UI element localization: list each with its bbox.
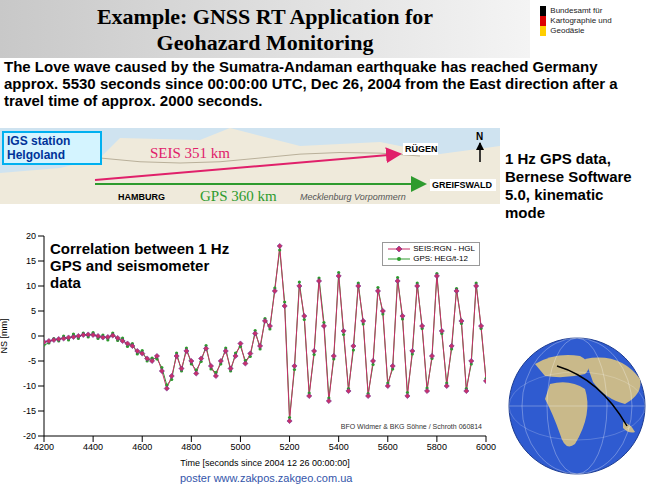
svg-text:-20: -20 [23, 431, 36, 441]
svg-text:-10: -10 [23, 381, 36, 391]
svg-text:NS [mm]: NS [mm] [0, 319, 9, 354]
html-text:Bundesamt für Kartographie und: Bundesamt für Kartographie und Geodäsie [550, 6, 612, 35]
html-text:The Love wave caused by the Su: The Love wave caused by the Sumatra-Anda… [4, 58, 618, 109]
svg-text:4600: 4600 [132, 442, 152, 452]
svg-text:SEIS 351 km: SEIS 351 km [150, 145, 230, 161]
svg-text:5400: 5400 [329, 442, 349, 452]
svg-text:10: 10 [26, 281, 36, 291]
svg-text:Time [seconds since 2004 12 26: Time [seconds since 2004 12 26 00:00:00] [180, 458, 349, 468]
html-text:GPS: HEG/t-12: GPS: HEG/t-12 [413, 254, 468, 264]
svg-text:Mecklenburg Vorpommern: Mecklenburg Vorpommern [300, 192, 406, 202]
html-text:1 Hz GPS data, Bernese Softwar: 1 Hz GPS data, Bernese Software 5.0, kin… [505, 150, 632, 221]
svg-text:RÜGEN: RÜGEN [405, 144, 438, 154]
html-text:Example: GNSS RT Application f: Example: GNSS RT Application for Geohaza… [96, 4, 434, 55]
svg-text:5800: 5800 [427, 442, 447, 452]
svg-text:GREIFSWALD: GREIFSWALD [432, 180, 492, 190]
svg-text:15: 15 [26, 256, 36, 266]
svg-text:4800: 4800 [181, 442, 201, 452]
svg-text:0: 0 [31, 331, 36, 341]
html-text:SEIS:RGN - HGL: SEIS:RGN - HGL [413, 244, 475, 254]
svg-text:6000: 6000 [476, 442, 496, 452]
html-text:poster www.zakpos.zakgeo.com.u: poster www.zakpos.zakgeo.com.ua [180, 472, 353, 484]
html-text:BFO Widmer & BKG Söhne / Schro: BFO Widmer & BKG Söhne / Schroth 060814 [340, 423, 482, 430]
svg-text:N: N [476, 131, 483, 142]
svg-text:4200: 4200 [34, 442, 54, 452]
svg-text:4400: 4400 [83, 442, 103, 452]
svg-text:HAMBURG: HAMBURG [118, 192, 165, 202]
svg-text:GPS 360 km: GPS 360 km [200, 188, 277, 204]
svg-text:5600: 5600 [378, 442, 398, 452]
svg-text:5: 5 [31, 306, 36, 316]
html-text:Correlation between 1 Hz GPS a: Correlation between 1 Hz GPS and seismom… [50, 240, 230, 291]
html-text:IGS station Helgoland: IGS station Helgoland [7, 134, 71, 162]
svg-text:5000: 5000 [230, 442, 250, 452]
svg-text:20: 20 [26, 231, 36, 241]
svg-text:5200: 5200 [280, 442, 300, 452]
svg-text:-15: -15 [23, 406, 36, 416]
svg-text:-5: -5 [28, 356, 36, 366]
